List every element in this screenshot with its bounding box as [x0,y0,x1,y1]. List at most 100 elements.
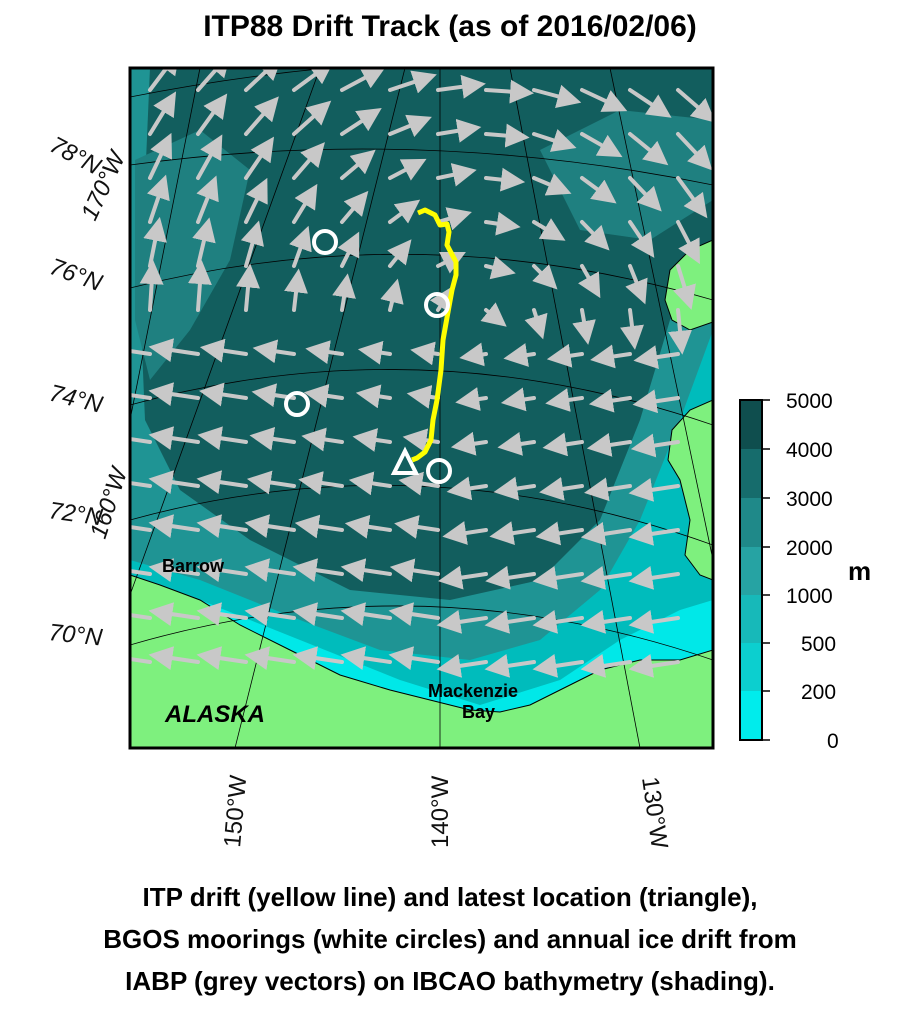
ice-drift-vector [249,427,296,451]
ice-drift-vector [620,308,644,350]
ice-drift-vector [628,653,680,678]
ice-drift-vector [676,176,708,219]
ice-drift-vector [676,88,713,123]
ice-drift-vector [387,239,412,268]
ice-drift-vector [580,88,628,112]
colorbar-band-200 [740,691,762,740]
ice-drift-vector [484,255,516,280]
ice-drift-vector [340,646,392,671]
region-label-alaska: ALASKA [164,701,265,728]
ice-drift-vector [628,565,680,590]
ice-drift-vector [196,68,232,92]
ice-drift-vector [388,114,432,138]
ice-drift-vector [628,132,669,166]
mooring-d [312,229,338,255]
ice-drift-vector [143,216,167,268]
ice-drift-vector [192,217,216,268]
ice-drift-vector [148,338,200,363]
ice-drift-vector [546,343,584,368]
parallel-80n [130,68,713,98]
ice-drift-vector [148,646,200,671]
ice-drift-vector [340,602,392,627]
ice-drift-vector [284,268,308,312]
ice-drift-vector [485,565,536,590]
ice-drift-vector [676,220,700,265]
colorbar-tick-200: 200 [801,681,836,704]
ice-drift-vector [388,199,421,224]
ice-drift-vector [628,609,680,634]
ice-drift-vector [340,108,382,136]
ice-drift-vector [580,609,632,634]
ice-drift-vector [337,231,360,268]
ice-drift-vector [484,167,526,192]
ice-drift-vector [402,428,440,453]
colorbar-band-5000 [740,400,762,449]
ice-drift-vector [196,134,223,180]
ice-drift-vector [294,514,344,539]
mooring-c [284,391,310,417]
ice-drift-vector [484,653,536,678]
ice-drift-vector [292,558,344,583]
ice-drift-vector [489,521,536,545]
place-label-bay: Bay [462,702,495,722]
ice-drift-vector [532,218,566,241]
meridian-120w [609,68,713,561]
map-frame-content [130,68,713,748]
ice-drift-vector [578,264,601,299]
ice-drift-vector [580,653,632,678]
ice-drift-vector [535,521,584,546]
ice-drift-vector [148,132,172,180]
meridian-130w [509,68,641,748]
ice-drift-vector [628,88,672,118]
ice-drift-vector [236,263,260,312]
ice-drift-vector [148,602,200,627]
ice-drift-vector [459,342,488,367]
ice-drift-vector [539,476,584,501]
ice-drift-vector [632,389,680,414]
ice-drift-vector [672,264,696,310]
ice-drift-vector [446,476,488,501]
ice-drift-vector [436,207,472,231]
ice-drift-vector [493,476,536,501]
ice-drift-vector [244,646,296,671]
ice-drift-vector [292,183,318,224]
ice-drift-vector [630,433,680,458]
ice-drift-vector [148,382,200,407]
mooring-a [426,458,452,484]
ice-drift-vector [580,176,617,204]
ice-drift-vector [199,382,248,407]
ice-drift-vector [436,74,486,99]
ice-drift-vector [628,477,680,502]
ice-drift-vector [398,471,440,496]
ice-drift-vector [196,514,248,539]
caption-line-1: ITP drift (yellow line) and latest locat… [142,882,758,912]
ice-drift-vector [148,558,200,583]
lat-label-74n: 74°N [47,380,106,419]
ice-drift-vector [244,96,279,136]
colorbar-band-500 [740,643,762,691]
ice-drift-vector [292,646,344,671]
ice-drift-vector [246,470,296,495]
ice-drift-vector [532,565,584,590]
caption-line-3: IABP (grey vectors) on IBCAO bathymetry … [125,966,775,996]
lat-label-76n: 76°N [46,253,106,297]
ice-drift-vector [301,427,344,452]
ice-drift-vector [436,118,482,143]
ice-drift-vector [148,514,200,539]
ice-drift-vector [580,565,632,590]
ice-drift-vector [676,132,713,171]
ice-drift-vector [292,100,332,136]
colorbar-outline [739,399,763,741]
ice-drift-vector [389,558,440,583]
ice-drift-vector [292,68,335,92]
ice-drift-vector [199,338,248,363]
ice-drift-vector [438,565,488,590]
colorbar-tick-5000: 5000 [786,390,833,413]
ice-drift-vector [394,515,440,539]
ice-drift-vector [497,432,536,456]
colorbar-unit: m [848,556,871,586]
ice-drift-vector [388,646,440,671]
ice-drift-vector [292,142,325,180]
caption-line-2: BGOS moorings (white circles) and annual… [103,924,797,954]
